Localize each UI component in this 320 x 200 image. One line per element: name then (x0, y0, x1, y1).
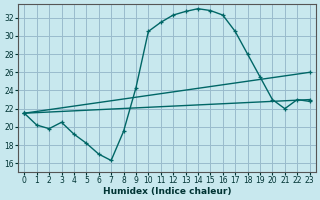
X-axis label: Humidex (Indice chaleur): Humidex (Indice chaleur) (103, 187, 231, 196)
